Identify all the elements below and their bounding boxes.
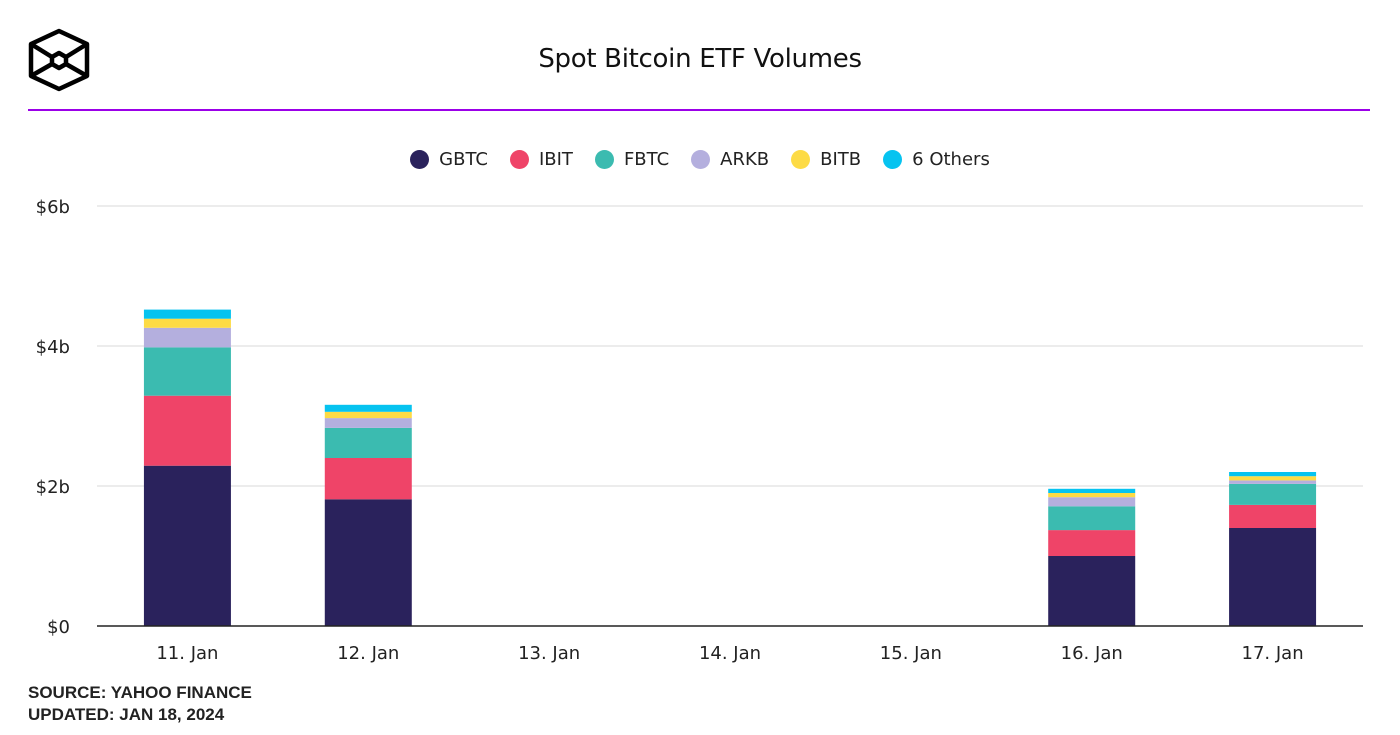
legend-label: BITB <box>820 149 862 170</box>
legend-swatch <box>883 150 903 169</box>
bar-segment-fbtc <box>324 427 412 458</box>
x-tick-label: 11. Jan <box>156 643 218 664</box>
bar-segment-6-others <box>1048 488 1136 493</box>
source-note: SOURCE: YAHOO FINANCE <box>28 683 252 702</box>
legend-item-ibit[interactable]: IBIT <box>509 149 573 170</box>
y-tick-label: $4b <box>36 337 70 358</box>
legend-item-bitb[interactable]: BITB <box>791 149 861 170</box>
bar-segment-gbtc <box>1229 528 1317 626</box>
bar-segment-gbtc <box>143 465 231 626</box>
bar-segment-arkb <box>143 327 231 348</box>
chart-title: Spot Bitcoin ETF Volumes <box>538 44 862 74</box>
legend-item-arkb[interactable]: ARKB <box>691 149 769 170</box>
legend-swatch <box>509 150 529 169</box>
legend-swatch <box>594 150 614 169</box>
bar-segment-arkb <box>1229 480 1317 484</box>
bar-segment-ibit <box>324 458 412 500</box>
y-tick-label: $2b <box>36 477 70 498</box>
legend-item-gbtc[interactable]: GBTC <box>410 149 488 170</box>
legend-label: 6 Others <box>912 149 990 170</box>
x-tick-label: 17. Jan <box>1242 643 1304 664</box>
legend-swatch <box>691 150 711 169</box>
y-tick-label: $0 <box>47 617 70 638</box>
bar-segment-bitb <box>324 411 412 419</box>
y-tick-label: $6b <box>36 197 70 218</box>
legend-label: ARKB <box>720 149 770 170</box>
cube-logo-icon <box>28 28 90 92</box>
header-divider <box>28 109 1370 111</box>
legend-swatch <box>410 150 430 169</box>
legend-item-6-others[interactable]: 6 Others <box>883 149 990 170</box>
bar-segment-ibit <box>143 395 231 466</box>
legend-swatch <box>791 150 811 169</box>
x-tick-label: 14. Jan <box>699 643 761 664</box>
bar-segment-gbtc <box>1048 556 1136 626</box>
bar-segment-fbtc <box>1048 506 1136 531</box>
x-tick-label: 15. Jan <box>880 643 942 664</box>
updated-note: UPDATED: JAN 18, 2024 <box>28 705 225 724</box>
bar-segment-arkb <box>324 418 412 428</box>
legend-label: GBTC <box>439 149 488 170</box>
bar-segment-6-others <box>324 404 412 412</box>
bar-segment-bitb <box>1048 493 1136 498</box>
legend-label: IBIT <box>538 149 573 170</box>
x-tick-label: 13. Jan <box>518 643 580 664</box>
x-tick-label: 12. Jan <box>337 643 399 664</box>
bar-segment-ibit <box>1048 530 1136 556</box>
legend-label: FBTC <box>623 149 670 170</box>
bar-segment-ibit <box>1229 504 1317 528</box>
bar-segment-arkb <box>1048 497 1136 507</box>
bar-segment-6-others <box>143 309 231 319</box>
bar-segment-fbtc <box>143 347 231 396</box>
x-tick-label: 16. Jan <box>1061 643 1123 664</box>
bar-segment-gbtc <box>324 499 412 626</box>
legend-item-fbtc[interactable]: FBTC <box>594 149 670 170</box>
legend: GBTC IBIT FBTC ARKB BITB 6 Others <box>0 149 1400 170</box>
bar-segment-bitb <box>1229 476 1317 481</box>
bar-segment-6-others <box>1229 472 1317 477</box>
bar-segment-fbtc <box>1229 483 1317 505</box>
bar-segment-bitb <box>143 318 231 328</box>
